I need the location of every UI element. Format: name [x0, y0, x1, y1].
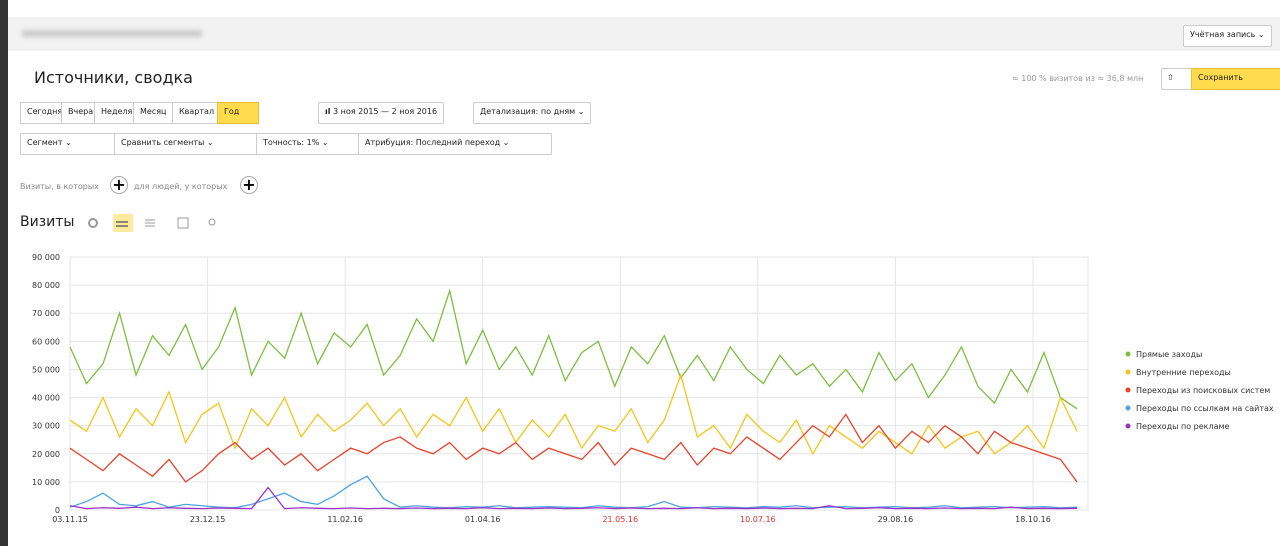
legend-swatch [1125, 387, 1131, 393]
legend-swatch [1125, 351, 1131, 357]
series-line [69, 486, 1078, 510]
period-button-label: Сегодня [27, 107, 63, 116]
period-button-label: Месяц [140, 107, 167, 116]
y-tick-label: 20 000 [32, 450, 60, 459]
legend-label: Переходы по ссылкам на сайтах [1136, 404, 1274, 413]
legend-swatch [1125, 369, 1131, 375]
x-tick-label: 18.10.16 [1015, 515, 1051, 524]
y-tick-label: 30 000 [32, 422, 60, 431]
breadcrumb-blur [22, 30, 202, 37]
x-tick-label: 01.04.16 [465, 515, 501, 524]
account-button[interactable]: Учётная запись ⌄ [1183, 25, 1272, 47]
plot-frame [69, 256, 1089, 511]
filter-button[interactable]: Сегмент ⌄ [20, 133, 118, 155]
y-tick-label: 10 000 [32, 478, 60, 487]
legend-swatch [1125, 423, 1131, 429]
legend-label: Прямые заходы [1136, 350, 1202, 359]
date-range-label: 3 ноя 2015 — 2 ноя 2016 [333, 107, 438, 116]
legend-label: Переходы из поисковых систем [1136, 386, 1270, 395]
chart-type-active[interactable] [113, 214, 133, 232]
y-tick-label: 80 000 [32, 281, 60, 290]
detail-label: Детализация: по дням [480, 107, 576, 116]
period-button-label: Вчера [68, 107, 94, 116]
icon-pie[interactable] [88, 218, 98, 228]
left-bar [0, 0, 8, 546]
account-label: Учётная запись [1190, 30, 1256, 39]
filter-button-label: Точность: 1% [263, 138, 320, 147]
icon-area[interactable] [145, 219, 155, 227]
add-button[interactable]: + [110, 176, 128, 194]
filter-button[interactable]: Атрибуция: Последний переход ⌄ [358, 133, 552, 155]
legend-swatch [1125, 405, 1131, 411]
page-title: Источники, сводка [34, 68, 193, 87]
period-button[interactable]: Год [217, 102, 259, 124]
y-tick-label: 50 000 [32, 365, 60, 374]
icon-map[interactable] [208, 218, 216, 226]
y-tick-label: 70 000 [32, 309, 60, 318]
x-tick-label: 29.08.16 [878, 515, 914, 524]
legend-label: Переходы по рекламе [1136, 422, 1230, 431]
date-range[interactable]: ıl 3 ноя 2015 — 2 ноя 2016 [318, 102, 445, 124]
save-label: Сохранить [1198, 73, 1243, 82]
legend-label: Внутренние переходы [1136, 368, 1231, 377]
series-line [69, 475, 1078, 509]
save-button[interactable]: Сохранить [1191, 68, 1280, 90]
chart: 0 10 000 20 000 30 000 40 000 50 000 60 000 70 … [32, 253, 1274, 524]
series-line [69, 288, 1078, 410]
icon-bars[interactable] [177, 217, 189, 229]
y-tick-label: 90 000 [32, 253, 60, 262]
share-button[interactable]: ⇧ [1161, 68, 1193, 90]
x-tick-label: 03.11.15 [52, 515, 88, 524]
x-tick-label: 10.07.16 [740, 515, 776, 524]
top-bar [8, 17, 1280, 51]
x-tick-label: 23.12.15 [190, 515, 226, 524]
filter-button-label: Сравнить сегменты [121, 138, 205, 147]
x-tick-label: 11.02.16 [327, 515, 363, 524]
filter-button-label: Сегмент [27, 138, 63, 147]
y-tick-label: 0 [55, 506, 60, 515]
series-line [69, 413, 1078, 483]
y-tick-label: 60 000 [32, 337, 60, 346]
visits-in: Визиты, в которых [20, 182, 99, 191]
stats: ≈ 100 % визитов из ≈ 36,8 млн [1012, 74, 1144, 83]
period-button-label: Квартал [179, 107, 215, 116]
series-line [69, 372, 1078, 456]
filter-button[interactable]: Сравнить сегменты ⌄ [114, 133, 260, 155]
x-tick-label: 21.05.16 [602, 515, 638, 524]
y-tick-label: 40 000 [32, 394, 60, 403]
period-button-label: Год [224, 107, 240, 116]
period-button-label: Неделя [101, 107, 133, 116]
people-with: для людей, у которых [134, 182, 228, 191]
add-button[interactable]: + [240, 176, 258, 194]
metric-title: Визиты [20, 214, 75, 230]
filter-button[interactable]: Точность: 1% ⌄ [256, 133, 362, 155]
chart-type-icons [88, 217, 216, 229]
detail-select[interactable]: Детализация: по дням ⌄ [473, 102, 592, 124]
filter-button-label: Атрибуция: Последний переход [365, 138, 501, 147]
icon-line[interactable] [116, 221, 128, 227]
